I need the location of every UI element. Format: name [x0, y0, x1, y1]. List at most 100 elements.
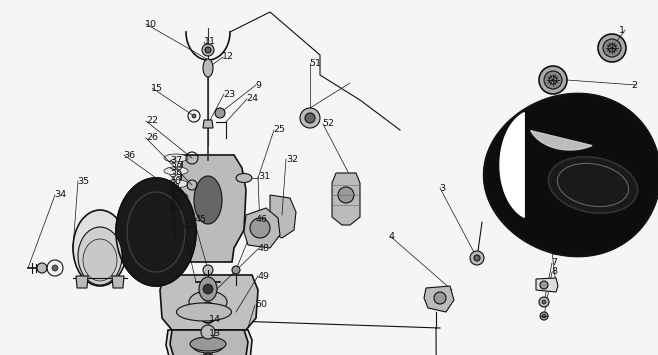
Text: 39: 39: [170, 170, 182, 179]
Circle shape: [201, 353, 215, 355]
Text: 47: 47: [183, 222, 195, 231]
Text: 10: 10: [145, 20, 157, 29]
Circle shape: [232, 266, 240, 274]
Polygon shape: [180, 155, 246, 262]
Polygon shape: [112, 276, 124, 288]
Text: 38: 38: [170, 163, 182, 172]
Polygon shape: [244, 208, 280, 248]
Text: 41: 41: [170, 183, 182, 192]
Text: 15: 15: [151, 83, 163, 93]
Text: 42: 42: [170, 190, 182, 199]
Polygon shape: [500, 113, 524, 217]
Ellipse shape: [164, 218, 188, 226]
Ellipse shape: [194, 176, 222, 224]
Text: 51: 51: [309, 59, 321, 68]
Circle shape: [202, 44, 214, 56]
Text: 40: 40: [170, 176, 182, 186]
Ellipse shape: [78, 227, 122, 285]
Circle shape: [598, 34, 626, 62]
Polygon shape: [203, 120, 213, 128]
Circle shape: [250, 218, 270, 238]
Circle shape: [203, 265, 213, 275]
Polygon shape: [536, 278, 558, 292]
Ellipse shape: [203, 59, 213, 77]
Ellipse shape: [164, 167, 188, 175]
Ellipse shape: [189, 291, 227, 313]
Ellipse shape: [164, 192, 188, 201]
Polygon shape: [166, 330, 252, 355]
Text: 23: 23: [224, 89, 236, 99]
Ellipse shape: [190, 337, 226, 351]
Text: 34: 34: [55, 190, 66, 199]
Ellipse shape: [198, 293, 218, 323]
Circle shape: [215, 108, 225, 118]
Circle shape: [305, 113, 315, 123]
Text: 26: 26: [146, 133, 158, 142]
Ellipse shape: [192, 337, 224, 353]
Polygon shape: [531, 131, 592, 150]
Polygon shape: [424, 286, 454, 312]
Circle shape: [37, 263, 47, 273]
Text: 13: 13: [209, 329, 221, 338]
Text: 14: 14: [209, 315, 221, 324]
Polygon shape: [270, 195, 296, 238]
Text: 50: 50: [255, 300, 267, 309]
Text: 3: 3: [440, 184, 445, 193]
Text: 2: 2: [632, 81, 638, 90]
Text: 36: 36: [124, 151, 136, 160]
Circle shape: [539, 297, 549, 307]
Text: 31: 31: [258, 172, 270, 181]
Text: 1: 1: [619, 26, 624, 35]
Text: 46: 46: [255, 215, 267, 224]
Text: 25: 25: [273, 125, 285, 134]
Text: 49: 49: [258, 272, 270, 281]
Circle shape: [205, 47, 211, 53]
Text: 9: 9: [255, 81, 261, 90]
Text: 45: 45: [194, 215, 206, 224]
Circle shape: [192, 114, 196, 118]
Text: 48: 48: [258, 244, 270, 253]
Circle shape: [202, 302, 214, 314]
Ellipse shape: [73, 210, 127, 286]
Ellipse shape: [548, 157, 638, 213]
Ellipse shape: [164, 180, 188, 188]
Circle shape: [544, 71, 562, 89]
Text: 43: 43: [170, 197, 182, 206]
Text: 11: 11: [204, 37, 216, 47]
Polygon shape: [332, 173, 360, 225]
Text: 12: 12: [222, 52, 234, 61]
Circle shape: [204, 354, 212, 355]
Ellipse shape: [164, 206, 188, 213]
Circle shape: [470, 251, 484, 265]
Circle shape: [203, 284, 213, 294]
Circle shape: [542, 314, 546, 318]
Ellipse shape: [236, 174, 252, 182]
Text: 24: 24: [247, 94, 259, 103]
Circle shape: [434, 292, 446, 304]
Text: 8: 8: [551, 267, 557, 276]
Circle shape: [540, 281, 548, 289]
Ellipse shape: [199, 277, 217, 301]
Circle shape: [549, 76, 557, 84]
Text: 6: 6: [551, 247, 557, 257]
Ellipse shape: [164, 154, 188, 162]
Circle shape: [540, 312, 548, 320]
Circle shape: [201, 325, 215, 339]
Text: 22: 22: [146, 116, 158, 125]
Polygon shape: [484, 94, 658, 256]
Polygon shape: [160, 275, 258, 330]
Polygon shape: [76, 276, 88, 288]
Ellipse shape: [83, 239, 117, 281]
Circle shape: [300, 108, 320, 128]
Text: 7: 7: [551, 258, 557, 267]
Text: 44: 44: [170, 204, 182, 213]
Circle shape: [474, 255, 480, 261]
Circle shape: [52, 265, 58, 271]
Ellipse shape: [164, 231, 188, 239]
Circle shape: [338, 187, 354, 203]
Circle shape: [608, 44, 616, 52]
Polygon shape: [170, 330, 248, 355]
Circle shape: [539, 66, 567, 94]
Text: 52: 52: [322, 119, 334, 128]
Ellipse shape: [164, 244, 188, 252]
